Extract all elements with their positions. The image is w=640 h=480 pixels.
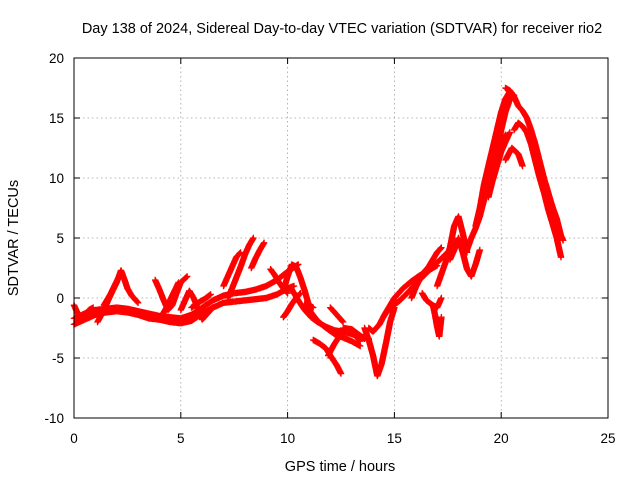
series-arc-2b	[156, 279, 182, 323]
series-markers	[511, 120, 564, 260]
x-tick-label: 0	[70, 431, 78, 446]
series-markers	[220, 250, 244, 289]
x-tick-label: 20	[494, 431, 509, 446]
chart-title: Day 138 of 2024, Sidereal Day-to-day VTE…	[82, 21, 602, 37]
series-arc-12	[324, 328, 364, 359]
series-markers	[434, 214, 470, 289]
series-markers	[189, 291, 214, 311]
series-markers	[429, 303, 445, 339]
series-arc-20	[429, 302, 445, 340]
series-arc-3b	[188, 291, 214, 311]
series-arc-4b	[220, 249, 244, 290]
x-tick-label: 15	[387, 431, 402, 446]
series-markers	[447, 235, 483, 279]
x-tick-label: 5	[177, 431, 185, 446]
series-markers	[472, 89, 513, 229]
series-markers	[502, 145, 526, 169]
series-arc-14	[339, 324, 368, 342]
series-arc-4	[224, 234, 257, 302]
series-markers	[341, 324, 367, 342]
series-arc-24	[472, 88, 513, 230]
series-arc-0	[70, 302, 97, 323]
y-axis-label: SDTVAR / TECUs	[6, 180, 22, 296]
y-tick-label: -5	[52, 351, 64, 366]
y-tick-label: 5	[56, 231, 64, 246]
series-arc-1b	[100, 269, 125, 309]
series-markers	[489, 92, 517, 176]
x-axis-label: GPS time / hours	[285, 459, 395, 475]
series-arc-5	[248, 239, 268, 272]
series-markers	[156, 280, 182, 322]
axis-ticks: 0 5 10 15 20 25 -10 -5 0 5 10 15 20	[44, 51, 615, 446]
y-tick-label: 15	[49, 111, 64, 126]
y-tick-label: 0	[56, 291, 64, 306]
series-arc-29	[502, 144, 526, 170]
series-base-low	[70, 282, 298, 328]
series-arc-15	[361, 304, 398, 380]
series-arc-3	[177, 287, 217, 323]
series-arc-18	[408, 244, 445, 302]
series-markers	[361, 305, 398, 379]
series-arc-28	[510, 119, 565, 261]
x-tick-label: 25	[600, 431, 615, 446]
data-points	[70, 84, 567, 380]
series-arc-13	[327, 304, 347, 326]
series-markers	[327, 305, 346, 325]
series-markers	[408, 245, 444, 301]
series-arc-22	[446, 234, 484, 280]
y-tick-label: -10	[44, 411, 64, 426]
y-tick-label: 20	[49, 51, 64, 66]
series-markers	[280, 261, 316, 311]
series-markers	[101, 270, 124, 308]
series-markers	[503, 85, 566, 243]
x-tick-label: 10	[280, 431, 295, 446]
series-arc-27	[502, 84, 567, 244]
series-markers	[225, 235, 257, 301]
series-markers	[248, 240, 267, 271]
y-tick-label: 10	[49, 171, 64, 186]
series-arc-10	[301, 300, 364, 350]
